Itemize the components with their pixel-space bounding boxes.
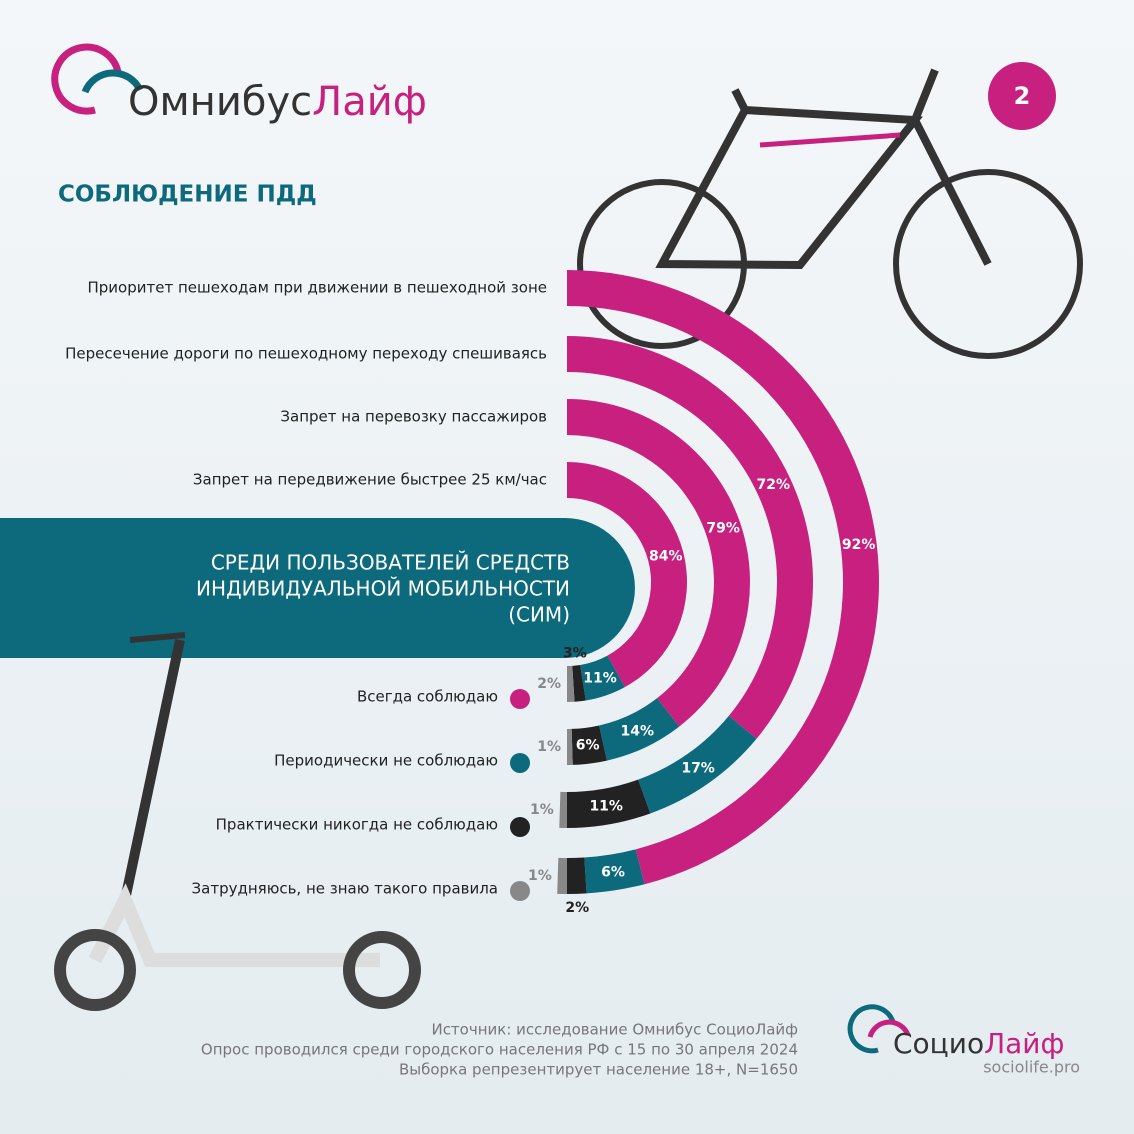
value-label: 6% <box>576 738 600 754</box>
legend-label: Всегда соблюдаю <box>357 688 498 706</box>
source: Источник: исследование Омнибус СоциоЛайф <box>431 1021 798 1039</box>
logo-part: Лайф <box>312 79 427 125</box>
logo-text: ОмнибусЛайф <box>128 79 427 125</box>
footer-logo-text: СоциоЛайф <box>893 1027 1064 1060</box>
value-label: 1% <box>537 739 561 755</box>
value-label: 79% <box>706 521 740 537</box>
ring-segment <box>571 725 607 765</box>
logo-mark <box>867 1019 911 1038</box>
value-label: 2% <box>537 676 561 692</box>
footer-site: sociolife.pro <box>983 1058 1080 1077</box>
ring-segment <box>567 399 750 727</box>
legend-swatch <box>510 817 530 837</box>
scooter <box>54 632 421 1011</box>
wheel <box>343 931 421 1009</box>
frame <box>655 68 992 270</box>
ring-segment <box>638 715 757 814</box>
legend-label: Затрудняюсь, не знаю такого правила <box>192 880 498 898</box>
value-label: 11% <box>589 799 623 815</box>
chart: Приоритет пешеходам при движении в пешех… <box>65 270 879 916</box>
ring-segment <box>567 462 688 688</box>
legend-swatch <box>510 881 530 901</box>
legend-label: Практически никогда не соблюдаю <box>216 816 498 834</box>
value-label: 1% <box>528 868 552 884</box>
logo-mark <box>51 43 122 115</box>
ring-segment <box>572 664 586 702</box>
wheel <box>54 929 136 1011</box>
source: Выборка репрезентирует население 18+, N=… <box>399 1061 798 1079</box>
ring-segment <box>580 655 625 701</box>
ring-segment <box>584 849 645 894</box>
category-label: Приоритет пешеходам при движении в пешех… <box>88 279 548 297</box>
handlebar <box>129 632 186 643</box>
legend-swatch <box>510 753 530 773</box>
ring-segment <box>567 270 879 885</box>
ring-segment <box>567 857 587 894</box>
value-label: 92% <box>842 537 876 553</box>
category-label: Пересечение дороги по пешеходному перехо… <box>65 345 547 363</box>
category-label: Запрет на передвижение быстрее 25 км/час <box>193 471 547 489</box>
logo-mark <box>847 1004 896 1054</box>
banner <box>0 518 635 658</box>
value-label: 14% <box>620 723 654 739</box>
value-label: 17% <box>681 761 715 777</box>
value-label: 3% <box>563 646 587 662</box>
subtitle: (СИМ) <box>508 603 570 627</box>
subtitle: ИНДИВИДУАЛЬНОЙ МОБИЛЬНОСТИ <box>196 577 570 601</box>
category-label: Запрет на перевозку пассажиров <box>280 408 547 426</box>
ring-segment <box>567 779 651 828</box>
logo-part: Лайф <box>984 1027 1064 1060</box>
ring-segment <box>567 665 575 702</box>
legend-label: Периодически не соблюдаю <box>274 752 498 770</box>
ring-segment <box>567 728 573 765</box>
source: Опрос проводился среди городского населе… <box>201 1041 798 1059</box>
bicycle <box>577 68 1083 359</box>
value-label: 2% <box>565 900 589 916</box>
deck <box>88 883 380 967</box>
subtitle: СРЕДИ ПОЛЬЗОВАТЕЛЕЙ СРЕДСТВ <box>211 551 570 575</box>
page-number: 2 <box>1014 82 1031 110</box>
legend-swatch <box>510 689 530 709</box>
value-label: 1% <box>530 802 554 818</box>
stem <box>120 638 185 902</box>
logo-mark <box>81 69 144 94</box>
value-label: 84% <box>649 549 683 565</box>
logo: ОмнибусЛайф <box>51 43 427 125</box>
page-badge <box>988 62 1056 130</box>
ring-segment <box>599 698 680 761</box>
ring-segment <box>557 857 567 894</box>
value-label: 72% <box>757 477 791 493</box>
wheel <box>893 169 1083 359</box>
logo-part: Омнибус <box>128 79 312 125</box>
ring-segment <box>559 791 567 828</box>
value-label: 11% <box>583 671 617 687</box>
logo-part: Социо <box>893 1027 984 1060</box>
footer-logo: СоциоЛайф sociolife.pro <box>847 1004 1080 1077</box>
frame-accent <box>759 132 901 148</box>
ring-segment <box>567 336 813 739</box>
value-label: 6% <box>601 864 625 880</box>
title: СОБЛЮДЕНИЕ ПДД <box>58 182 317 208</box>
